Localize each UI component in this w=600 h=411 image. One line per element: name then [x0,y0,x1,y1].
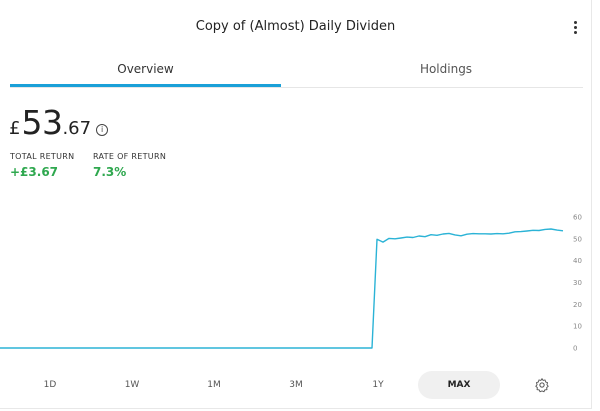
range-button-1y[interactable]: 1Y [372,380,384,390]
value-whole: 53 [21,103,63,142]
total-return-label: TOTAL RETURN [10,152,75,161]
tab-holdings[interactable]: Holdings [419,62,473,76]
range-button-1m[interactable]: 1M [207,380,221,390]
y-tick-label-30: 30 [573,279,582,287]
range-button-1w[interactable]: 1W [124,380,140,390]
y-tick-label-10: 10 [573,323,582,331]
rate-of-return-value: 7.3% [93,165,127,179]
tab-divider [10,87,583,88]
range-button-1d[interactable]: 1D [43,380,57,390]
gear-icon[interactable] [534,377,550,393]
y-tick-label-50: 50 [573,235,582,243]
active-tab-indicator [10,84,281,87]
performance-chart: 60 50 40 30 20 10 0 [0,214,582,353]
value-cents: .67 [62,118,92,139]
y-tick-label-0: 0 [573,345,577,353]
page-title: Copy of (Almost) Daily Dividen [195,19,396,34]
rate-of-return-label: RATE OF RETURN [93,152,167,161]
y-tick-label-40: 40 [573,257,582,265]
series-line-portfolio-value [0,228,564,349]
info-icon[interactable]: i [96,124,109,136]
portfolio-value: £ 53 .67 i [9,103,109,142]
range-button-max[interactable]: MAX [418,371,500,399]
y-tick-label-60: 60 [573,214,582,222]
total-return-value: +£3.67 [10,165,59,179]
currency-symbol: £ [9,118,21,139]
y-tick-label-20: 20 [573,301,582,309]
tab-overview[interactable]: Overview [117,62,174,76]
range-button-3m[interactable]: 3M [289,380,303,390]
more-options-icon[interactable] [567,17,583,37]
